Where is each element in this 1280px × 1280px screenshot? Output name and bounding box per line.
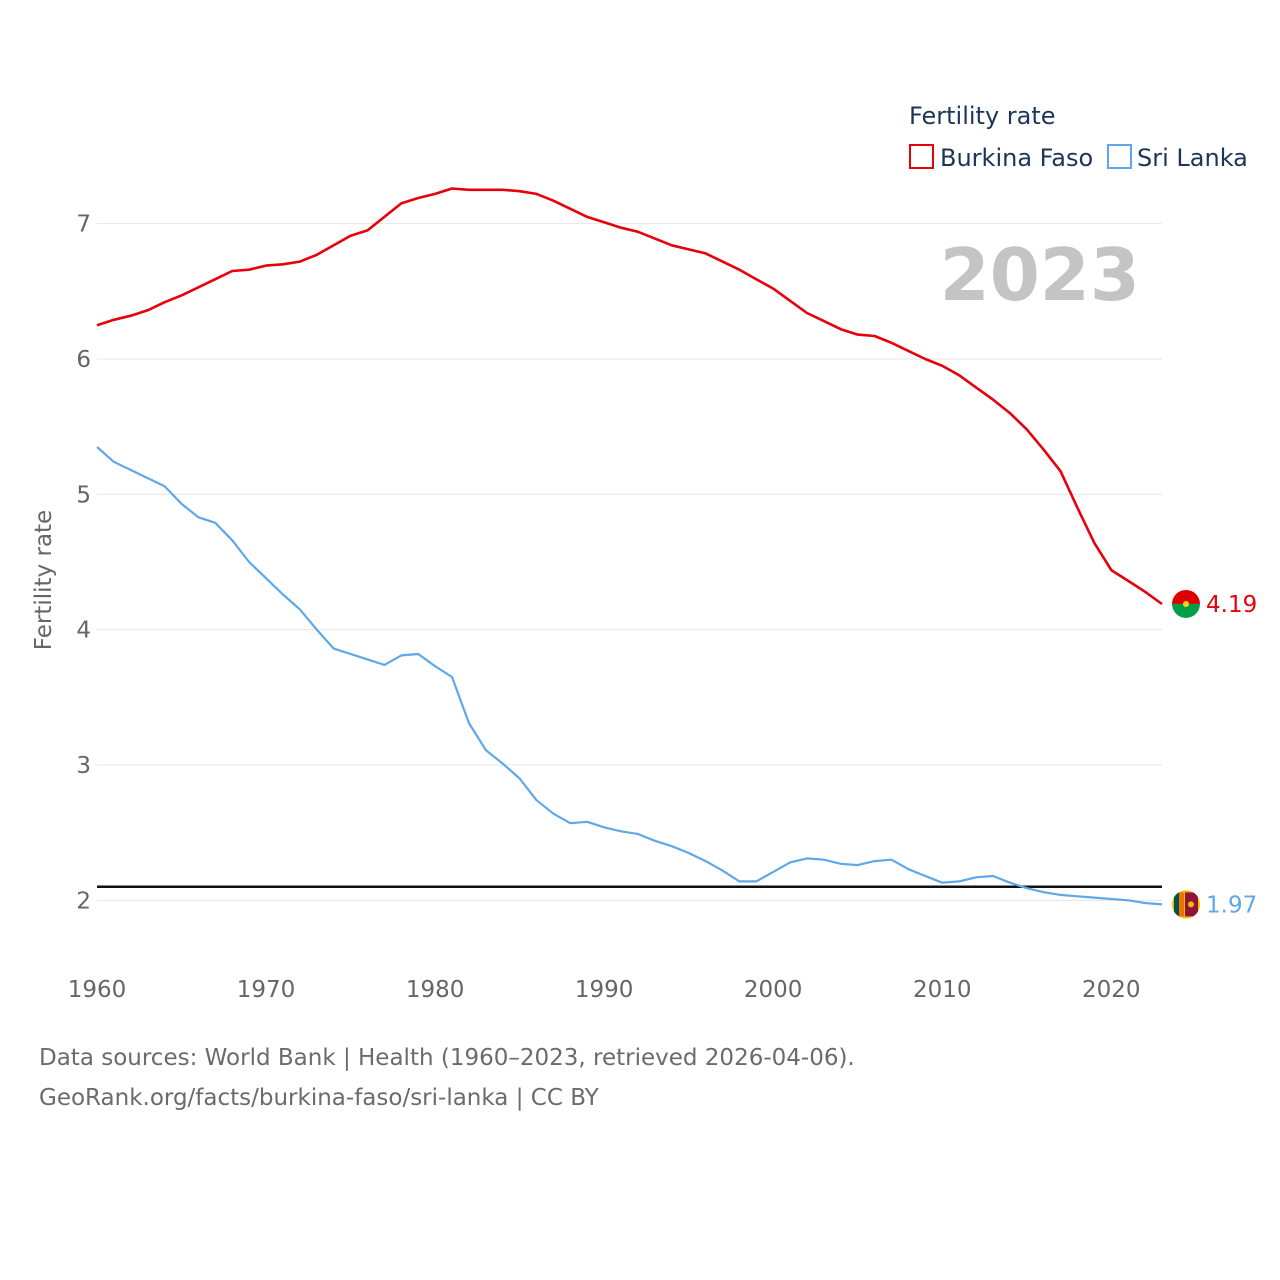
y-tick-label-2: 2	[76, 888, 91, 914]
y-tick-label-4: 4	[76, 618, 91, 644]
series-lines	[96, 187, 1163, 906]
x-tick-label-2000: 2000	[744, 977, 803, 1003]
legend-label-burkina-faso: Burkina Faso	[940, 144, 1093, 172]
y-tick-label-3: 3	[76, 753, 91, 779]
legend-item-sri-lanka[interactable]: Sri Lanka	[1107, 144, 1248, 172]
y-axis-label: Fertility rate	[31, 510, 57, 650]
legend-item-burkina-faso[interactable]: Burkina Faso	[909, 144, 1093, 172]
y-tick-label-7: 7	[76, 212, 91, 238]
footer-attribution: GeoRank.org/facts/burkina-faso/sri-lanka…	[39, 1085, 599, 1111]
series-line-sri-lanka	[96, 446, 1163, 906]
grid-lines	[97, 223, 1162, 901]
year-watermark: 2023	[940, 233, 1140, 317]
legend: Fertility rate Burkina Faso Sri Lanka	[909, 102, 1248, 172]
legend-swatch-sri-lanka	[1107, 144, 1132, 169]
series-line-burkina-faso	[96, 187, 1163, 606]
y-tick-label-5: 5	[76, 482, 91, 508]
x-tick-label-1980: 1980	[406, 977, 465, 1003]
burkina-faso-flag-icon	[1172, 589, 1200, 618]
legend-title: Fertility rate	[909, 102, 1056, 130]
series-end-markers: 4.19 1.97	[1172, 589, 1257, 919]
sri-lanka-flag-icon	[1172, 890, 1200, 919]
y-axis-ticks: 2 3 4 5 6 7	[76, 212, 91, 915]
footer-sources: Data sources: World Bank | Health (1960–…	[39, 1045, 855, 1071]
legend-label-sri-lanka: Sri Lanka	[1137, 144, 1248, 172]
y-tick-label-6: 6	[76, 347, 91, 373]
legend-swatch-burkina-faso	[909, 144, 934, 169]
x-axis-ticks: 1960 1970 1980 1990 2000 2010 2020	[68, 977, 1141, 1003]
x-tick-label-1960: 1960	[68, 977, 127, 1003]
x-tick-label-1970: 1970	[237, 977, 296, 1003]
end-value-label-burkina-faso: 4.19	[1206, 592, 1257, 618]
end-value-label-sri-lanka: 1.97	[1206, 892, 1257, 918]
x-tick-label-1990: 1990	[575, 977, 634, 1003]
x-tick-label-2010: 2010	[913, 977, 972, 1003]
x-tick-label-2020: 2020	[1082, 977, 1141, 1003]
